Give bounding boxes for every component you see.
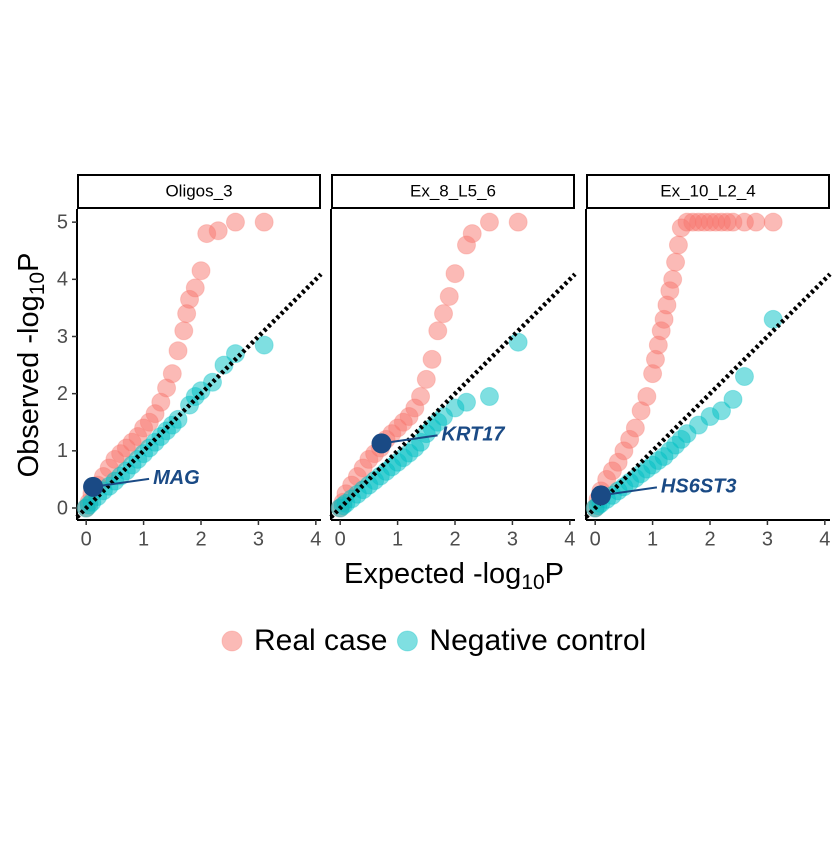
y-tick-label: 3 bbox=[57, 326, 68, 348]
point bbox=[666, 252, 686, 272]
highlight-label: HS6ST3 bbox=[661, 476, 737, 498]
point bbox=[668, 235, 688, 255]
legend-label: Negative control bbox=[429, 624, 646, 657]
point bbox=[479, 212, 499, 232]
point bbox=[508, 212, 528, 232]
point bbox=[168, 341, 188, 361]
x-title-sub: 10 bbox=[521, 571, 544, 594]
point bbox=[254, 212, 274, 232]
facet-title: Oligos_3 bbox=[165, 181, 232, 200]
x-tick-label: 3 bbox=[507, 528, 518, 550]
y-title-sub: 10 bbox=[26, 272, 49, 295]
point bbox=[225, 344, 245, 364]
x-title-main: Expected -log bbox=[344, 558, 521, 590]
x-tick-label: 2 bbox=[195, 528, 206, 550]
point bbox=[445, 264, 465, 284]
diagonal bbox=[329, 272, 577, 519]
y-title-end: P bbox=[13, 253, 45, 272]
point bbox=[746, 212, 766, 232]
legend-key bbox=[396, 630, 418, 652]
x-tick-label: 1 bbox=[647, 528, 658, 550]
point bbox=[191, 261, 211, 281]
point bbox=[508, 332, 528, 352]
point bbox=[763, 212, 783, 232]
plot-area bbox=[330, 212, 528, 518]
y-title-main: Observed -log bbox=[13, 295, 45, 477]
highlight-point bbox=[83, 476, 104, 497]
x-tick-label: 4 bbox=[310, 528, 321, 550]
facet-strip bbox=[77, 174, 321, 209]
y-tick-label: 2 bbox=[57, 383, 68, 405]
x-axis-title: Expected -log10P bbox=[344, 558, 564, 594]
point bbox=[434, 304, 454, 324]
y-tick-label: 0 bbox=[57, 497, 68, 519]
point bbox=[225, 212, 245, 232]
y-axis-title: Observed -log10P bbox=[13, 253, 49, 478]
x-tick-label: 1 bbox=[392, 528, 403, 550]
x-tick-label: 1 bbox=[138, 528, 149, 550]
point bbox=[734, 367, 754, 387]
point bbox=[462, 224, 482, 244]
point bbox=[723, 389, 743, 409]
point bbox=[416, 369, 436, 389]
highlight-point bbox=[371, 433, 392, 454]
point bbox=[428, 321, 448, 341]
point bbox=[174, 321, 194, 341]
highlight-label: KRT17 bbox=[442, 424, 506, 446]
point bbox=[637, 387, 657, 407]
x-title-end: P bbox=[545, 558, 564, 590]
y-tick-label: 5 bbox=[57, 211, 68, 233]
point bbox=[202, 372, 222, 392]
legend-label: Real case bbox=[254, 624, 387, 657]
point bbox=[663, 269, 683, 289]
y-tick-label: 4 bbox=[57, 269, 68, 291]
point bbox=[456, 392, 476, 412]
x-tick-label: 0 bbox=[335, 528, 346, 550]
legend-key bbox=[221, 630, 243, 652]
x-tick-label: 3 bbox=[253, 528, 264, 550]
x-tick-label: 0 bbox=[590, 528, 601, 550]
x-tick-label: 4 bbox=[819, 528, 830, 550]
plot-area bbox=[585, 212, 783, 518]
point bbox=[254, 335, 274, 355]
x-tick-label: 4 bbox=[564, 528, 575, 550]
point bbox=[162, 364, 182, 384]
facet-title: Ex_10_L2_4 bbox=[660, 181, 755, 200]
facet-title: Ex_8_L5_6 bbox=[410, 181, 496, 200]
facet-strip bbox=[331, 174, 575, 209]
point bbox=[422, 349, 442, 369]
highlight-label: MAG bbox=[153, 467, 200, 489]
point bbox=[479, 387, 499, 407]
point bbox=[185, 278, 205, 298]
point bbox=[214, 355, 234, 375]
point bbox=[711, 401, 731, 421]
facet-strip bbox=[586, 174, 830, 209]
point bbox=[208, 221, 228, 241]
x-tick-label: 0 bbox=[81, 528, 92, 550]
highlight-point bbox=[590, 485, 611, 506]
point bbox=[625, 418, 645, 438]
y-tick-label: 1 bbox=[57, 440, 68, 462]
x-tick-label: 3 bbox=[762, 528, 773, 550]
point bbox=[439, 286, 459, 306]
point bbox=[411, 387, 431, 407]
x-tick-label: 2 bbox=[449, 528, 460, 550]
x-tick-label: 2 bbox=[704, 528, 715, 550]
